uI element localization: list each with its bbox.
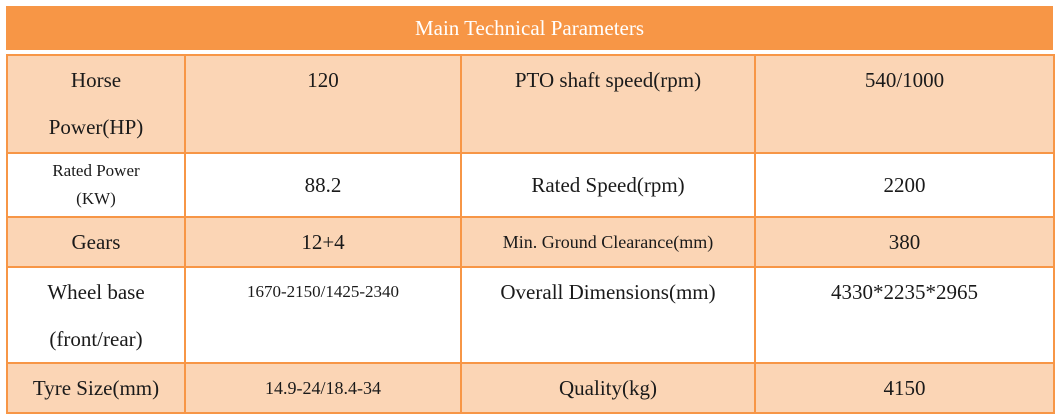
param-label-cell: Wheel base (front/rear) <box>6 266 186 364</box>
param-value: 12+4 <box>301 229 345 254</box>
param-label: Rated Power <box>52 161 140 180</box>
param-label: Power(HP) <box>48 115 144 139</box>
param-label: Wheel base <box>47 280 145 304</box>
param-label-cell: Gears <box>6 216 186 268</box>
parameters-table: Horse Power(HP) 120 PTO shaft speed(rpm)… <box>6 54 1055 414</box>
table-row: Horse Power(HP) 120 PTO shaft speed(rpm)… <box>6 54 1055 154</box>
table-row: Rated Power (KW) 88.2 Rated Speed(rpm) 2… <box>6 152 1055 218</box>
param-label: Gears <box>71 229 121 254</box>
table-title: Main Technical Parameters <box>6 6 1053 50</box>
param-value-cell: 380 <box>754 216 1055 268</box>
param-label: (KW) <box>76 189 116 208</box>
param-value: 14.9-24/18.4-34 <box>265 377 381 398</box>
param-label-cell: Rated Speed(rpm) <box>460 152 756 218</box>
param-value-cell: 540/1000 <box>754 54 1055 154</box>
param-value-cell: 14.9-24/18.4-34 <box>184 362 462 414</box>
param-label-cell: Min. Ground Clearance(mm) <box>460 216 756 268</box>
param-label: PTO shaft speed(rpm) <box>514 68 702 92</box>
param-label: Horse <box>70 68 122 92</box>
param-label: Quality(kg) <box>559 375 657 400</box>
param-label-cell: Rated Power (KW) <box>6 152 186 218</box>
param-value-cell: 4150 <box>754 362 1055 414</box>
param-value: 540/1000 <box>864 68 945 92</box>
param-value-cell: 12+4 <box>184 216 462 268</box>
param-value-cell: 2200 <box>754 152 1055 218</box>
param-label: Min. Ground Clearance(mm) <box>502 231 714 252</box>
param-value: 120 <box>307 68 339 92</box>
table-row: Gears 12+4 Min. Ground Clearance(mm) 380 <box>6 216 1055 268</box>
param-value: 1670-2150/1425-2340 <box>246 282 400 301</box>
param-value: 4150 <box>883 375 926 400</box>
param-value-cell: 1670-2150/1425-2340 <box>184 266 462 364</box>
param-value: 88.2 <box>304 172 342 197</box>
param-value-cell: 4330*2235*2965 <box>754 266 1055 364</box>
param-label-cell: Overall Dimensions(mm) <box>460 266 756 364</box>
param-value: 380 <box>888 229 921 254</box>
param-label-cell: Quality(kg) <box>460 362 756 414</box>
table-row: Tyre Size(mm) 14.9-24/18.4-34 Quality(kg… <box>6 362 1055 414</box>
param-label-cell: Tyre Size(mm) <box>6 362 186 414</box>
param-label: Rated Speed(rpm) <box>531 172 685 197</box>
param-value-cell: 120 <box>184 54 462 154</box>
param-label: (front/rear) <box>49 327 143 351</box>
param-value-cell: 88.2 <box>184 152 462 218</box>
param-label-cell: PTO shaft speed(rpm) <box>460 54 756 154</box>
param-value: 4330*2235*2965 <box>831 280 978 304</box>
parameters-sheet: Main Technical Parameters Horse Power(HP… <box>6 6 1055 414</box>
table-row: Wheel base (front/rear) 1670-2150/1425-2… <box>6 266 1055 364</box>
param-label-cell: Horse Power(HP) <box>6 54 186 154</box>
param-label: Overall Dimensions(mm) <box>500 280 716 304</box>
param-value: 2200 <box>883 172 926 197</box>
param-label: Tyre Size(mm) <box>32 375 160 400</box>
